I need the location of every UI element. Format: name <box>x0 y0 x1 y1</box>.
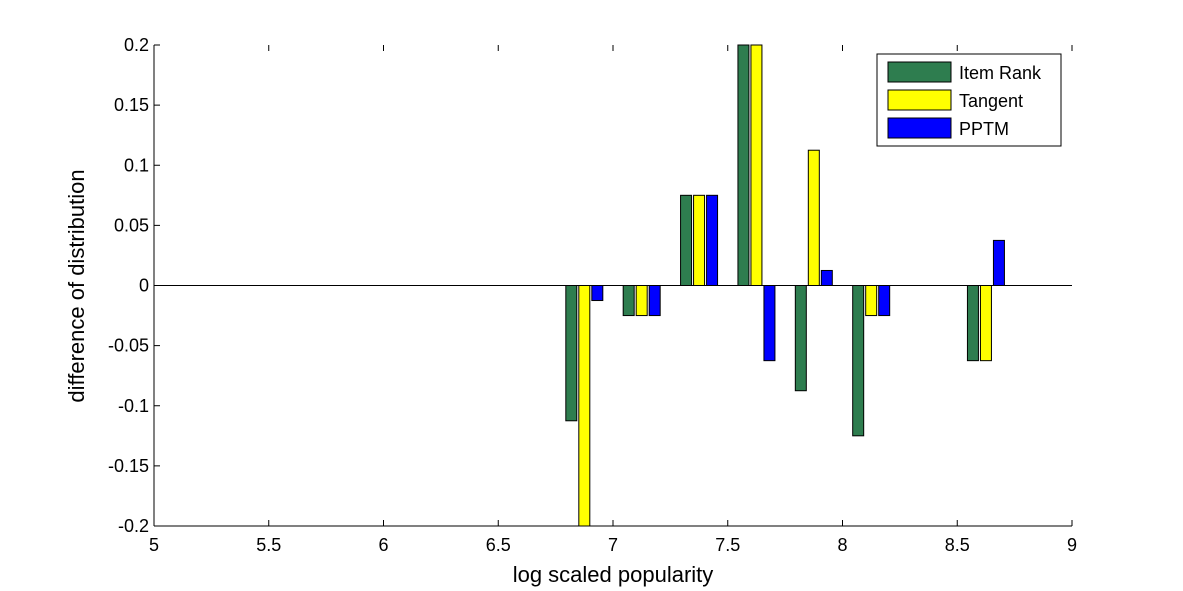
x-tick-label: 7.5 <box>715 535 740 555</box>
bar-pptm-4 <box>820 269 833 286</box>
legend: Item Rank Tangent PPTM <box>876 53 1062 147</box>
legend-label: Tangent <box>959 91 1023 111</box>
x-tick-label: 6 <box>378 535 388 555</box>
y-tick-label: -0.1 <box>118 396 149 416</box>
bar-pptm-0 <box>591 285 604 302</box>
bar-item-rank-3 <box>737 44 750 286</box>
bar-pptm-5 <box>878 285 891 317</box>
bar-tangent-2 <box>693 194 706 286</box>
bar-item-rank-4 <box>794 285 807 392</box>
x-tick-label: 6.5 <box>486 535 511 555</box>
bar-pptm-1 <box>648 285 661 317</box>
x-tick-label: 9 <box>1067 535 1077 555</box>
x-tick-label: 5.5 <box>256 535 281 555</box>
bar-tangent-4 <box>807 149 820 286</box>
y-tick-label: 0.2 <box>124 35 149 55</box>
legend-label: PPTM <box>959 119 1009 139</box>
legend-swatch <box>887 61 952 83</box>
y-tick-label: -0.15 <box>108 456 149 476</box>
legend-swatch <box>887 117 952 139</box>
y-tick-label: 0.15 <box>114 95 149 115</box>
x-tick-label: 8 <box>837 535 847 555</box>
bars-layer <box>565 44 1005 527</box>
legend-label: Item Rank <box>959 63 1042 83</box>
y-tick-label: -0.2 <box>118 516 149 536</box>
bar-pptm-3 <box>763 285 776 362</box>
bar-tangent-0 <box>578 285 591 527</box>
bar-item-rank-2 <box>680 194 693 286</box>
y-tick-label: 0.05 <box>114 215 149 235</box>
x-ticks: 5 5.5 6 6.5 7 7.5 8 8.5 9 <box>149 45 1077 555</box>
bar-tangent-6 <box>979 285 992 362</box>
bar-item-rank-5 <box>852 285 865 437</box>
y-axis-label: difference of distribution <box>64 169 89 402</box>
bar-tangent-3 <box>750 44 763 286</box>
bar-pptm-6 <box>992 239 1005 286</box>
y-tick-label: -0.05 <box>108 336 149 356</box>
bar-pptm-2 <box>706 194 719 286</box>
x-axis-label: log scaled popularity <box>513 562 714 587</box>
y-tick-label: 0 <box>139 276 149 296</box>
x-tick-label: 5 <box>149 535 159 555</box>
x-tick-label: 7 <box>608 535 618 555</box>
x-tick-label: 8.5 <box>945 535 970 555</box>
y-ticks: -0.2 -0.15 -0.1 -0.05 0 0.05 0.1 0.15 0.2 <box>108 35 160 536</box>
bar-item-rank-0 <box>565 285 578 422</box>
bar-tangent-1 <box>635 285 648 317</box>
bar-item-rank-1 <box>622 285 635 317</box>
legend-swatch <box>887 89 952 111</box>
y-tick-label: 0.1 <box>124 155 149 175</box>
bar-item-rank-6 <box>966 285 979 362</box>
bar-tangent-5 <box>865 285 878 317</box>
